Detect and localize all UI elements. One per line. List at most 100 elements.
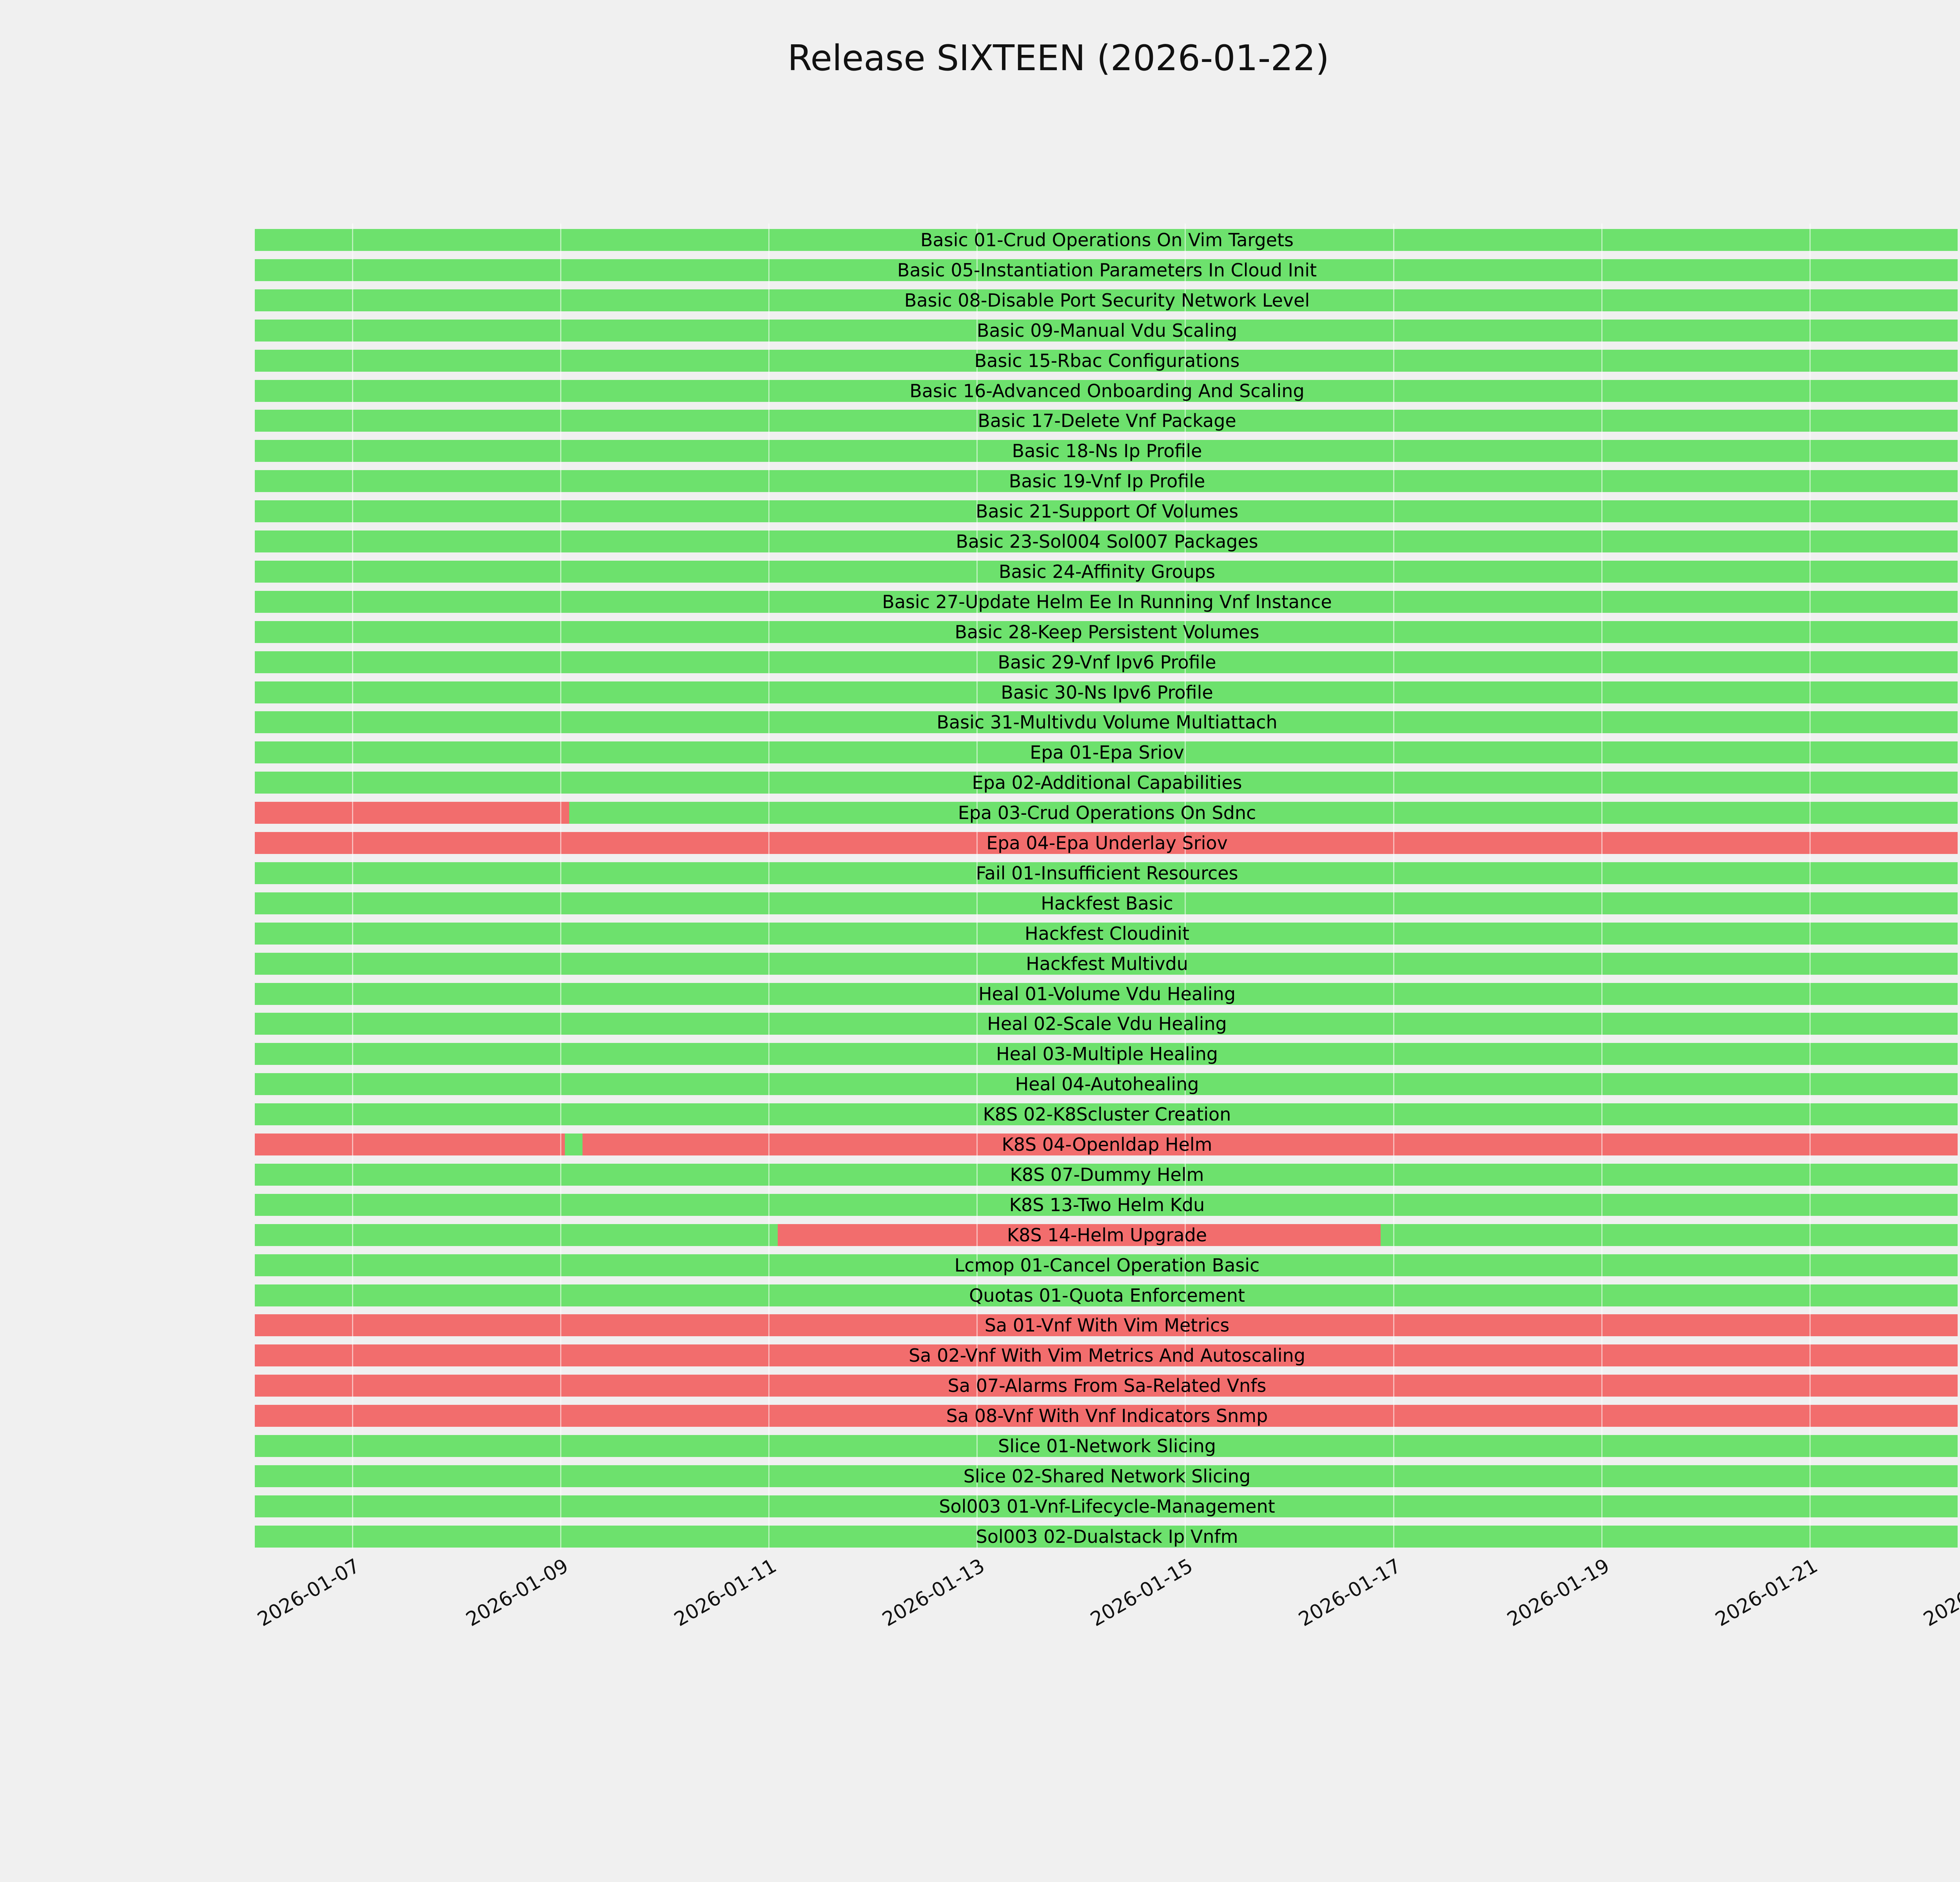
task-label: Basic 28-Keep Persistent Volumes xyxy=(955,621,1259,643)
task-label: K8S 14-Helm Upgrade xyxy=(1007,1224,1207,1246)
x-tick-label: 2026-01-13 xyxy=(878,1554,989,1631)
grid-line xyxy=(1601,223,1602,1550)
gantt-bar-segment-fail xyxy=(255,1134,565,1155)
x-tick-label: 2026-01-19 xyxy=(1503,1554,1613,1631)
gantt-bar-segment-pass xyxy=(255,892,1958,914)
task-label: Epa 03-Crud Operations On Sdnc xyxy=(958,802,1256,824)
gantt-bar-segment-pass xyxy=(255,1013,1958,1035)
gantt-bar-segment-pass xyxy=(255,922,1958,945)
gantt-bar-segment-pass xyxy=(255,681,1958,703)
x-tick-label: 2026-01-11 xyxy=(670,1554,780,1631)
task-label: Basic 31-Multivdu Volume Multiattach xyxy=(936,712,1278,733)
task-label: Heal 01-Volume Vdu Healing xyxy=(978,983,1236,1005)
task-label: Epa 04-Epa Underlay Sriov xyxy=(986,832,1228,854)
task-label: Sol003 02-Dualstack Ip Vnfm xyxy=(976,1526,1238,1547)
gantt-bar-segment-pass xyxy=(255,862,1958,884)
task-label: Basic 19-Vnf Ip Profile xyxy=(1009,470,1205,492)
task-label: Basic 23-Sol004 Sol007 Packages xyxy=(956,531,1258,552)
task-label: Basic 29-Vnf Ipv6 Profile xyxy=(998,651,1216,673)
gantt-bar-segment-fail xyxy=(255,1405,1958,1427)
gantt-bar-segment-pass xyxy=(255,1224,778,1246)
task-label: Basic 09-Manual Vdu Scaling xyxy=(976,320,1238,341)
grid-line xyxy=(1185,223,1186,1550)
grid-line xyxy=(560,223,561,1550)
grid-line xyxy=(352,223,353,1550)
gantt-bar-segment-pass xyxy=(255,470,1958,492)
task-label: Hackfest Cloudinit xyxy=(1025,923,1189,944)
task-label: Quotas 01-Quota Enforcement xyxy=(969,1284,1245,1306)
gantt-bar-segment-fail xyxy=(255,1314,1958,1337)
task-label: Heal 04-Autohealing xyxy=(1015,1074,1199,1095)
gantt-bar-segment-pass xyxy=(255,440,1958,462)
task-label: Lcmop 01-Cancel Operation Basic xyxy=(954,1254,1260,1276)
gantt-bar-segment-pass xyxy=(255,1465,1958,1487)
gantt-bar-segment-pass xyxy=(255,1254,1958,1276)
x-tick-label: 2026-01-21 xyxy=(1711,1554,1822,1631)
gantt-bar-segment-pass xyxy=(255,380,1958,402)
x-tick-label: 2026-01-09 xyxy=(462,1554,572,1631)
task-label: Sol003 01-Vnf-Lifecycle-Management xyxy=(939,1495,1275,1517)
grid-line xyxy=(1809,223,1811,1550)
task-label: Basic 05-Instantiation Parameters In Clo… xyxy=(897,259,1317,281)
task-label: Epa 02-Additional Capabilities xyxy=(972,772,1242,794)
gantt-bar-segment-pass xyxy=(255,410,1958,432)
task-label: Basic 15-Rbac Configurations xyxy=(974,350,1240,371)
task-label: Basic 01-Crud Operations On Vim Targets xyxy=(920,229,1294,251)
task-label: Epa 01-Epa Sriov xyxy=(1030,742,1184,763)
gantt-bar-segment-pass xyxy=(255,983,1958,1005)
gantt-bar-segment-pass xyxy=(255,259,1958,281)
gantt-bar-segment-pass xyxy=(255,772,1958,794)
task-label: Sa 07-Alarms From Sa-Related Vnfs xyxy=(947,1375,1267,1397)
x-tick-label: 2026-01-17 xyxy=(1295,1554,1405,1631)
gantt-bar-segment-pass xyxy=(565,1134,583,1155)
task-label: Heal 03-Multiple Healing xyxy=(996,1043,1218,1065)
chart-title: Release SIXTEEN (2026-01-22) xyxy=(788,38,1329,79)
task-label: Basic 18-Ns Ip Profile xyxy=(1012,440,1202,462)
task-label: Slice 01-Network Slicing xyxy=(998,1435,1216,1457)
gantt-bar-segment-pass xyxy=(255,1525,1958,1548)
task-label: Fail 01-Insufficient Resources xyxy=(976,862,1238,884)
task-label: Sa 01-Vnf With Vim Metrics xyxy=(984,1315,1230,1336)
gantt-bar-segment-pass xyxy=(255,530,1958,552)
task-label: Hackfest Basic xyxy=(1041,892,1173,914)
gantt-bar-segment-pass xyxy=(255,651,1958,673)
task-label: K8S 13-Two Helm Kdu xyxy=(1009,1194,1205,1215)
task-label: Heal 02-Scale Vdu Healing xyxy=(987,1013,1227,1035)
task-label: Sa 02-Vnf With Vim Metrics And Autoscali… xyxy=(909,1345,1305,1366)
gantt-bar-segment-fail xyxy=(777,1224,1381,1246)
x-tick-label: 2026-01-07 xyxy=(254,1554,364,1631)
gantt-bar-segment-pass xyxy=(255,289,1958,311)
gantt-bar-segment-pass xyxy=(255,1495,1958,1517)
x-tick-label: 2026-01-15 xyxy=(1087,1554,1197,1631)
gantt-bar-segment-pass xyxy=(255,621,1958,643)
gantt-bar-segment-pass xyxy=(255,229,1958,251)
gantt-bar-segment-pass xyxy=(255,560,1958,583)
gantt-bar-segment-pass xyxy=(255,1194,1958,1216)
task-label: Sa 08-Vnf With Vnf Indicators Snmp xyxy=(946,1405,1268,1427)
gantt-bar-segment-fail xyxy=(255,1375,1958,1397)
gantt-bar-segment-fail xyxy=(255,832,1958,854)
grid-line xyxy=(976,223,978,1550)
task-label: Basic 30-Ns Ipv6 Profile xyxy=(1001,681,1213,703)
gantt-bar-segment-pass xyxy=(255,952,1958,975)
task-label: Slice 02-Shared Network Slicing xyxy=(963,1465,1251,1487)
grid-line xyxy=(1393,223,1394,1550)
gantt-bar-segment-pass xyxy=(255,349,1958,372)
gantt-bar-segment-pass xyxy=(255,590,1958,613)
gantt-bar-segment-pass xyxy=(255,1073,1958,1095)
task-label: Basic 21-Support Of Volumes xyxy=(975,501,1239,522)
task-label: K8S 04-Openldap Helm xyxy=(1002,1134,1212,1155)
gantt-bar-segment-pass xyxy=(569,802,1958,824)
gantt-bar-segment-fail xyxy=(582,1134,1958,1155)
task-label: Basic 08-Disable Port Security Network L… xyxy=(904,289,1310,311)
gantt-bar-segment-pass xyxy=(1380,1224,1958,1246)
x-tick-label: 2026-01-23 xyxy=(1919,1554,1960,1631)
gantt-bar-segment-pass xyxy=(255,1163,1958,1186)
gantt-bar-segment-pass xyxy=(255,319,1958,342)
grid-line xyxy=(768,223,769,1550)
gantt-bar-segment-pass xyxy=(255,1284,1958,1306)
task-label: Basic 24-Affinity Groups xyxy=(998,561,1216,582)
task-label: Basic 16-Advanced Onboarding And Scaling xyxy=(909,380,1305,401)
gantt-bar-segment-fail xyxy=(255,1344,1958,1367)
